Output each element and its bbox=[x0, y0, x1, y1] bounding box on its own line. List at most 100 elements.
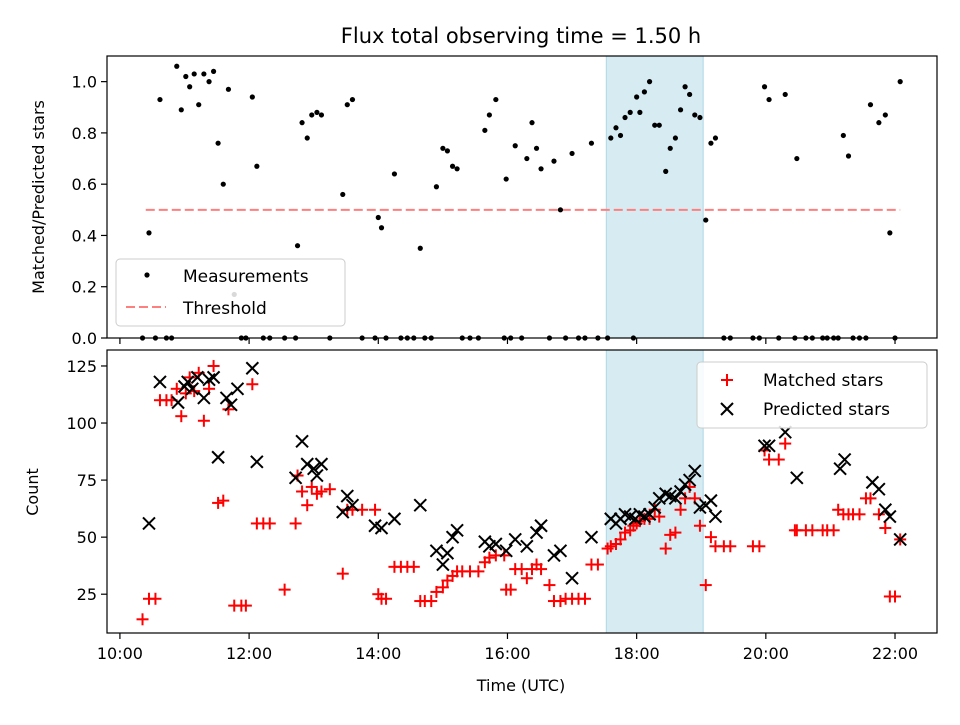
chart-title: Flux total observing time = 1.50 h bbox=[341, 24, 701, 48]
measurement-point bbox=[433, 184, 440, 190]
matched-star-point bbox=[222, 403, 235, 416]
measurement-point bbox=[187, 84, 193, 90]
predicted-star-point bbox=[704, 493, 718, 508]
matched-star-point bbox=[693, 519, 706, 532]
measurement-point bbox=[782, 91, 788, 98]
predicted-star-point bbox=[153, 375, 167, 389]
measurement-point bbox=[378, 225, 385, 231]
measurement-point bbox=[627, 109, 633, 115]
predicted-star-point bbox=[883, 509, 897, 524]
top-observing-span bbox=[605, 55, 704, 339]
matched-star-point bbox=[170, 382, 183, 395]
predicted-star-point bbox=[547, 548, 561, 563]
measurement-point bbox=[196, 102, 202, 108]
matched-star-point bbox=[246, 378, 259, 391]
measurement-point bbox=[533, 145, 540, 151]
x-tick-label: 18:00 bbox=[614, 644, 660, 663]
measurement-point bbox=[524, 155, 530, 162]
measurement-point bbox=[692, 112, 698, 118]
measurement-point bbox=[183, 73, 189, 80]
top-y-tick-label: 0.0 bbox=[72, 329, 97, 348]
measurement-point bbox=[349, 96, 356, 103]
matched-star-point bbox=[872, 508, 885, 521]
measurement-point bbox=[646, 79, 653, 85]
predicted-star-point bbox=[688, 464, 702, 478]
measurement-point bbox=[157, 96, 163, 103]
measurement-point bbox=[551, 158, 557, 164]
bottom-y-tick-label: 75 bbox=[77, 471, 97, 490]
measurement-point bbox=[687, 91, 693, 98]
predicted-star-point bbox=[757, 439, 772, 453]
bottom-x-ticks: 10:00 12:00 14:00 16:00 18:00 20:00 22:00 bbox=[97, 633, 918, 663]
bottom-legend: Matched stars Predicted stars bbox=[696, 361, 928, 429]
predicted-star-point bbox=[224, 398, 238, 412]
matched-star-point bbox=[604, 540, 617, 553]
matched-star-point bbox=[853, 508, 866, 521]
predicted-star-point bbox=[413, 498, 427, 512]
bottom-y-ticks: 25 50 75 100 125 bbox=[66, 357, 107, 604]
predicted-star-point bbox=[708, 509, 723, 524]
predicted-star-point bbox=[642, 507, 657, 522]
measurement-point bbox=[794, 155, 800, 162]
measurement-point bbox=[840, 132, 846, 139]
matched-star-point bbox=[535, 563, 548, 576]
legend-matched-marker bbox=[721, 374, 733, 386]
predicted-star-point bbox=[534, 519, 548, 533]
matched-star-point bbox=[380, 592, 393, 605]
top-panel: 0.0 0.2 0.4 0.6 0.8 1.0 Matched/Predicted sta… bbox=[29, 55, 938, 348]
bottom-axes-frame bbox=[106, 349, 938, 634]
measurement-point bbox=[174, 63, 180, 69]
measurement-point bbox=[294, 243, 301, 249]
measurement-point bbox=[845, 153, 852, 159]
measurement-point bbox=[656, 122, 662, 128]
measurement-point bbox=[663, 168, 669, 174]
predicted-star-point bbox=[190, 370, 205, 385]
predicted-star-point bbox=[440, 546, 455, 560]
predicted-star-point bbox=[245, 361, 260, 375]
predicted-star-point bbox=[336, 505, 350, 519]
measurement-point bbox=[608, 135, 614, 141]
predicted-star-point bbox=[878, 503, 893, 517]
matched-star-point bbox=[323, 483, 336, 496]
predicted-star-point bbox=[181, 375, 195, 389]
predicted-star-point bbox=[893, 532, 907, 547]
predicted-star-point bbox=[300, 457, 314, 471]
matched-star-point bbox=[425, 595, 438, 608]
matched-star-point bbox=[753, 540, 766, 553]
predicted-star-point bbox=[529, 525, 544, 540]
measurement-point bbox=[206, 79, 212, 85]
predicted-star-point bbox=[314, 457, 329, 471]
predicted-star-point bbox=[185, 382, 199, 396]
measurement-point bbox=[677, 107, 684, 113]
measurement-point bbox=[482, 127, 488, 133]
measurement-point bbox=[703, 217, 709, 223]
measurement-point bbox=[449, 163, 456, 169]
measurement-point bbox=[440, 145, 446, 151]
predicted-star-point bbox=[584, 530, 599, 544]
measurement-point bbox=[178, 107, 184, 113]
matched-star-point bbox=[197, 414, 210, 427]
x-tick-label: 12:00 bbox=[226, 644, 272, 663]
measurement-point bbox=[569, 150, 575, 157]
measurement-point bbox=[299, 120, 305, 126]
measurement-point bbox=[641, 89, 648, 95]
predicted-star-point bbox=[206, 370, 221, 385]
matched-star-point bbox=[554, 595, 567, 608]
matched-star-point bbox=[659, 542, 672, 555]
predicted-star-point bbox=[310, 468, 324, 483]
matched-star-point bbox=[315, 485, 328, 498]
predicted-star-point bbox=[565, 571, 579, 585]
bottom-y-tick-label: 25 bbox=[77, 585, 97, 604]
matched-star-point bbox=[879, 522, 892, 535]
predicted-star-point bbox=[445, 530, 460, 544]
predicted-star-point bbox=[142, 516, 156, 531]
matched-star-point bbox=[472, 565, 485, 578]
predicted-star-point bbox=[790, 471, 804, 485]
matched-star-point bbox=[543, 579, 556, 592]
predicted-star-point bbox=[489, 537, 503, 551]
predicted-star-point bbox=[219, 391, 234, 405]
matched-star-point bbox=[483, 551, 496, 564]
matched-star-point bbox=[136, 613, 149, 626]
matched-star-point bbox=[591, 558, 604, 571]
bottom-y-tick-label: 100 bbox=[66, 414, 97, 433]
